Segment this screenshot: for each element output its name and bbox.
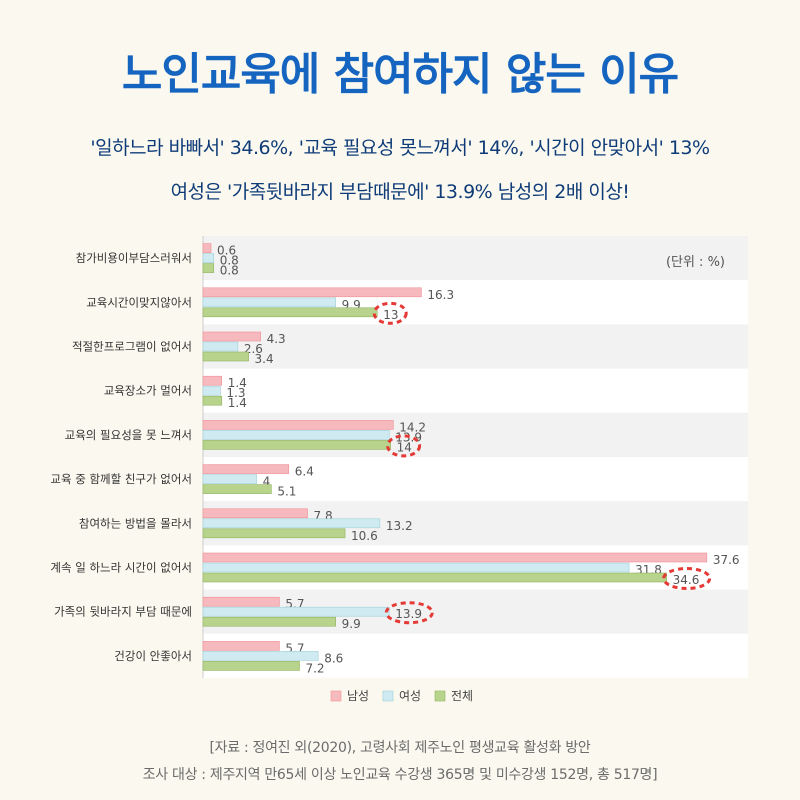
unit-label: (단위 : %)	[666, 255, 725, 270]
bar-여성	[202, 518, 381, 529]
category-label: 건강이 안좋아서	[114, 649, 192, 663]
data-label: 4.3	[267, 332, 286, 346]
data-label: 10.6	[351, 529, 378, 543]
data-label: 7.2	[305, 661, 324, 675]
data-label: 13.2	[386, 519, 413, 533]
highlight-circle	[662, 567, 712, 590]
category-label: 참가비용이부담스러워서	[76, 251, 192, 265]
legend-label: 전체	[451, 689, 473, 703]
bar-전체	[202, 661, 300, 671]
bar-전체	[202, 528, 346, 539]
data-label: 5.1	[277, 485, 296, 499]
bar-여성	[202, 651, 319, 661]
data-label: 0.8	[220, 254, 239, 268]
category-label: 적절한프로그램이 없어서	[72, 340, 192, 354]
data-label: 14.2	[399, 420, 426, 434]
data-label: 34.6	[673, 573, 700, 587]
bar-남성	[202, 508, 308, 519]
category-label: 계속 일 하느라 시간이 없어서	[50, 561, 192, 575]
category-label: 교육장소가 멀어서	[104, 384, 192, 398]
bar-여성	[202, 430, 390, 440]
legend-label: 남성	[347, 689, 369, 703]
bar-여성	[202, 253, 215, 263]
bar-전체	[202, 263, 215, 273]
bar-여성	[202, 341, 239, 352]
bar-남성	[202, 420, 394, 430]
bar-남성	[202, 596, 280, 607]
category-label: 가족의 뒷바라지 부담 때문에	[54, 605, 192, 619]
data-label: 0.8	[220, 264, 239, 278]
data-label: 13.9	[395, 607, 422, 621]
bar-여성	[202, 297, 336, 308]
bar-전체	[202, 572, 667, 583]
category-label: 교육 중 함께할 친구가 없어서	[50, 472, 192, 486]
legend-label: 여성	[399, 689, 421, 703]
data-label: 6.4	[295, 465, 314, 479]
data-label: 9.9	[342, 617, 361, 631]
subtitle-line-2: 여성은 '가족뒷바라지 부담때문에' 13.9% 남성의 2배 이상!	[170, 181, 630, 203]
category-label: 교육시간이맞지않아서	[86, 295, 192, 309]
bar-전체	[202, 616, 336, 627]
category-label: 교육의 필요성을 못 느껴서	[65, 428, 192, 442]
bar-남성	[202, 243, 212, 253]
bar-전체	[202, 351, 249, 362]
bar-여성	[202, 385, 221, 396]
data-label: 13	[383, 308, 398, 322]
bar-여성	[202, 606, 390, 617]
bar-남성	[202, 464, 290, 474]
highlight-circle	[372, 301, 408, 325]
bar-남성	[202, 287, 422, 298]
bar-전체	[202, 395, 223, 406]
subtitle-line-1: '일하느라 바빠서' 34.6%, '교육 필요성 못느껴서' 14%, '시간…	[90, 137, 710, 159]
data-label: 14	[397, 440, 412, 454]
data-label: 0.6	[217, 244, 236, 258]
data-label: 1.4	[228, 376, 247, 390]
data-label: 16.3	[427, 288, 454, 302]
source-line-2: 조사 대상 : 제주지역 만65세 이상 노인교육 수강생 365명 및 미수강…	[142, 767, 658, 783]
row-background	[203, 236, 748, 281]
highlight-circle	[384, 601, 434, 625]
data-label: 8.6	[324, 651, 343, 665]
row-background	[203, 324, 748, 369]
bar-전체	[202, 307, 378, 318]
data-label: 1.3	[226, 386, 245, 400]
bar-남성	[202, 552, 708, 563]
row-background	[203, 457, 748, 502]
bar-남성	[202, 375, 223, 386]
category-label: 참여하는 방법을 몰라서	[79, 516, 192, 530]
source-line-1: [자료 : 정여진 외(2020), 고령사회 제주노인 평생교육 활성화 방안	[209, 740, 591, 756]
bar-남성	[202, 641, 280, 651]
data-label: 4	[263, 475, 271, 489]
legend-swatch-전체	[434, 690, 446, 702]
bar-여성	[202, 474, 257, 484]
data-label: 1.4	[228, 396, 247, 410]
bar-전체	[202, 484, 272, 494]
bar-전체	[202, 440, 391, 450]
row-background	[203, 368, 748, 413]
data-label: 37.6	[713, 553, 740, 567]
highlight-circle	[386, 434, 422, 458]
page-title: 노인교육에 참여하지 않는 이유	[121, 49, 679, 100]
legend-swatch-여성	[382, 690, 394, 702]
bar-남성	[202, 331, 261, 342]
data-label: 3.4	[255, 352, 274, 366]
bar-여성	[202, 562, 630, 573]
legend-swatch-남성	[330, 690, 342, 702]
